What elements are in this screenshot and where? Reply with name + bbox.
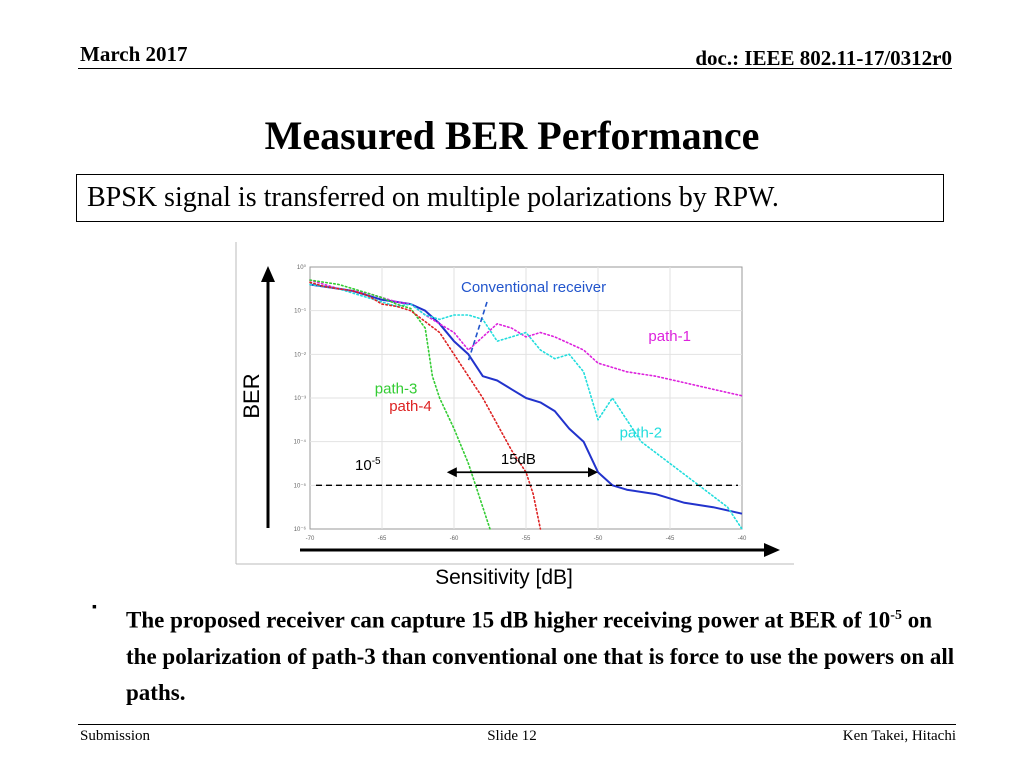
slide-title: Measured BER Performance [264,113,760,158]
x-tick-label: -60 [450,536,459,542]
bullet-marker: ▪ [92,600,97,615]
x-axis-arrow [300,543,780,557]
x-tick-label: -50 [594,536,603,542]
footer-slide-number: Slide 12 [487,728,537,744]
footer-author: Ken Takei, Hitachi [842,728,956,744]
bullet-text-pre: The proposed receiver can capture 15 dB … [126,607,891,633]
ber-chart: -70 -65 -60 -55 -50 -45 -40 10⁰ 10⁻¹ 10⁻² 10⁻³ 10⁻⁴… [235,242,794,589]
threshold-label: 10-5 [355,456,381,474]
y-tick-label: 10⁻¹ [294,309,306,315]
conventional-receiver-label: Conventional receiver [461,279,606,296]
y-tick-label: 10⁰ [297,264,307,271]
header-divider [78,68,952,69]
footer-left: Submission [80,728,151,744]
x-tick-label: -40 [738,536,747,542]
y-tick-label: 10⁻³ [294,396,306,402]
label-path-1: path-1 [648,328,691,345]
x-axis-label: Sensitivity [dB] [435,566,573,589]
callout-box: BPSK signal is transferred on multiple p… [76,174,944,222]
conventional-receiver-pointer [467,301,488,363]
y-tick-label: 10⁻⁶ [294,526,307,533]
header-doc-id: doc.: IEEE 802.11-17/0312r0 [695,46,952,70]
bullet-text: The proposed receiver can capture 15 dB … [126,598,956,711]
x-tick-label: -70 [306,536,315,542]
threshold-label-sup: -5 [372,456,381,467]
threshold-label-base: 10 [355,457,372,474]
series-path-4 [309,281,542,530]
y-axis-label: BER [239,373,264,418]
x-tick-label: -55 [522,536,531,542]
label-path-4: path-4 [389,398,432,415]
y-tick-label: 10⁻⁴ [294,439,307,446]
footer-divider [78,724,956,725]
x-tick-label: -45 [666,536,675,542]
y-tick-label: 10⁻² [294,352,306,358]
label-path-3: path-3 [375,381,418,398]
y-axis-arrow [261,266,275,528]
gain-label: 15dB [501,451,536,468]
header-date: March 2017 [80,42,188,66]
bullet-text-sup: -5 [890,608,902,623]
gain-arrow-right-head [588,467,598,478]
series-path-3 [309,279,491,530]
series-conventional-receiver [309,283,743,515]
y-tick-label: 10⁻⁵ [294,482,307,489]
x-tick-label: -65 [378,536,387,542]
bullet-text-post: on the polarization of path-3 than conve… [126,607,955,705]
label-path-2: path-2 [620,424,663,441]
gain-arrow-left-head [446,467,457,478]
